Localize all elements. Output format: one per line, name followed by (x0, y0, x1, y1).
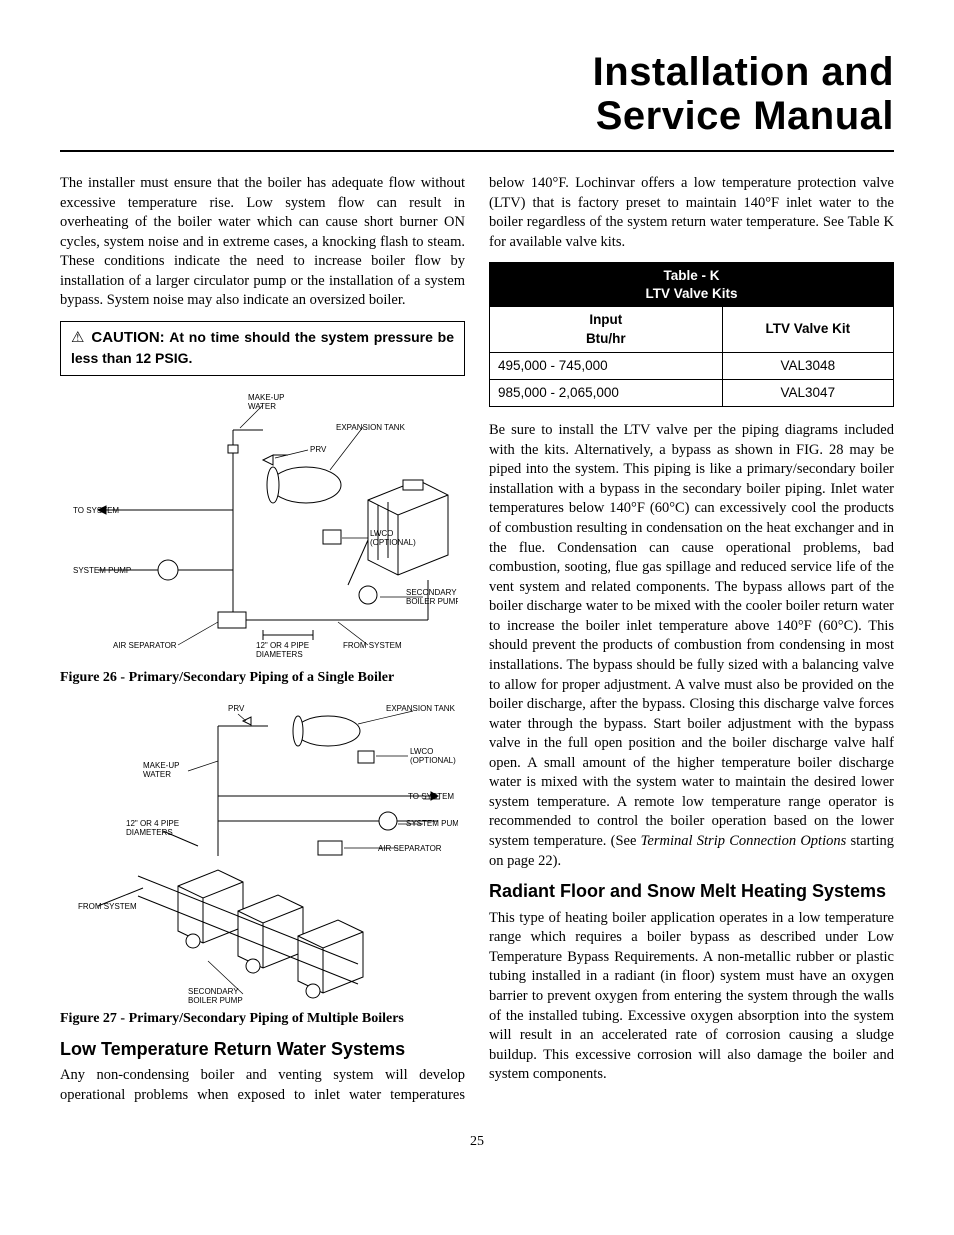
svg-text:PRV: PRV (310, 445, 327, 454)
svg-text:MAKE-UPWATER: MAKE-UPWATER (143, 761, 179, 779)
figure-27-diagram: EXPANSION TANK PRV LWCO(OPTIONAL) MAKE-U… (68, 696, 458, 1006)
figure-27-caption: Figure 27 - Primary/Secondary Piping of … (60, 1010, 465, 1029)
ltv-paragraph: Be sure to install the LTV valve per the… (489, 421, 894, 871)
figure-26-caption: Figure 26 - Primary/Secondary Piping of … (60, 669, 465, 688)
svg-text:EXPANSION TANK: EXPANSION TANK (336, 423, 406, 432)
svg-text:LWCO(OPTIONAL): LWCO(OPTIONAL) (410, 747, 456, 765)
svg-text:FROM SYSTEM: FROM SYSTEM (78, 902, 137, 911)
svg-text:SYSTEM PUMP: SYSTEM PUMP (73, 566, 131, 575)
svg-text:TO SYSTEM: TO SYSTEM (408, 792, 454, 801)
table-k-col1: Input Btu/hr (490, 307, 723, 352)
svg-text:12" OR 4 PIPEDIAMETERS: 12" OR 4 PIPEDIAMETERS (256, 641, 309, 659)
svg-text:AIR SEPARATOR: AIR SEPARATOR (378, 844, 442, 853)
table-row: 985,000 - 2,065,000 VAL3047 (490, 380, 894, 407)
title-rule (60, 150, 894, 152)
svg-text:12" OR 4 PIPEDIAMETERS: 12" OR 4 PIPEDIAMETERS (126, 819, 179, 837)
caution-label: CAUTION: (91, 329, 164, 346)
heading-radiant: Radiant Floor and Snow Melt Heating Syst… (489, 881, 894, 903)
intro-paragraph: The installer must ensure that the boile… (60, 174, 465, 311)
heading-low-temp: Low Temperature Return Water Systems (60, 1039, 465, 1061)
svg-text:SECONDARYBOILER PUMP: SECONDARYBOILER PUMP (406, 588, 458, 606)
figure-26: MAKE-UPWATER EXPANSION TANK PRV TO SYSTE… (60, 390, 465, 688)
title-line1: Installation and (593, 50, 894, 94)
svg-text:EXPANSION TANK: EXPANSION TANK (386, 704, 456, 713)
table-k: Table - K LTV Valve Kits Input Btu/hr LT… (489, 262, 894, 407)
svg-text:PRV: PRV (228, 704, 245, 713)
body-columns: The installer must ensure that the boile… (60, 174, 894, 1106)
ltv-ref-italic: Terminal Strip Connection Options (641, 833, 847, 849)
table-row: 495,000 - 745,000 VAL3048 (490, 352, 894, 379)
figure-26-diagram: MAKE-UPWATER EXPANSION TANK PRV TO SYSTE… (68, 390, 458, 665)
doc-title: Installation and Service Manual (60, 50, 894, 138)
svg-text:TO SYSTEM: TO SYSTEM (73, 506, 119, 515)
warning-icon: ⚠ (71, 330, 85, 346)
caution-box: ⚠CAUTION: At no time should the system p… (60, 321, 465, 376)
svg-text:MAKE-UPWATER: MAKE-UPWATER (248, 393, 284, 411)
figure-27: EXPANSION TANK PRV LWCO(OPTIONAL) MAKE-U… (60, 696, 465, 1029)
table-k-col2: LTV Valve Kit (722, 307, 893, 352)
svg-text:FROM SYSTEM: FROM SYSTEM (343, 641, 402, 650)
svg-text:AIR SEPARATOR: AIR SEPARATOR (113, 641, 177, 650)
svg-text:SECONDARYBOILER PUMP: SECONDARYBOILER PUMP (188, 987, 243, 1005)
table-k-title: Table - K LTV Valve Kits (490, 263, 894, 307)
page-number: 25 (60, 1134, 894, 1150)
title-line2: Service Manual (596, 94, 894, 138)
radiant-paragraph: This type of heating boiler application … (489, 909, 894, 1085)
svg-text:SYSTEM PUMP: SYSTEM PUMP (406, 819, 458, 828)
